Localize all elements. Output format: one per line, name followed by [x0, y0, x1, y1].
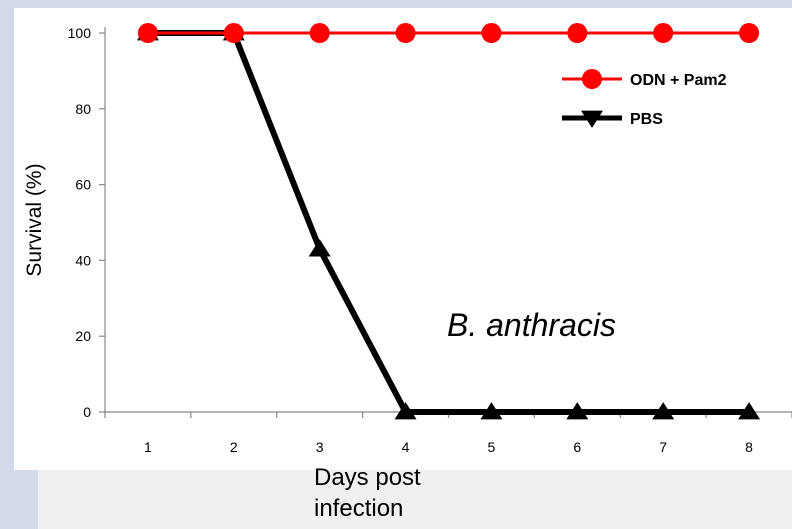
x-tick-label-2: 2 — [230, 439, 238, 455]
point-6 — [566, 402, 589, 420]
y-tick-label-20: 20 — [75, 328, 91, 344]
x-tick-label-6: 6 — [573, 439, 581, 455]
y-tick-label-0: 0 — [83, 404, 91, 420]
bottom-panel — [38, 470, 792, 529]
x-axis-label: Days post infection — [314, 464, 421, 522]
point-5 — [480, 402, 503, 420]
x-tick-label-4: 4 — [402, 439, 410, 455]
series-line — [147, 30, 750, 415]
y-tick-label-100: 100 — [68, 25, 92, 41]
legend-item-pbs: PBS — [562, 110, 663, 128]
series-odn-pam2 — [137, 23, 760, 43]
legend-marker — [582, 69, 602, 89]
x-tick-label-7: 7 — [659, 439, 667, 455]
x-tick-label-3: 3 — [316, 439, 324, 455]
left-strip — [0, 470, 38, 529]
x-tick-label-8: 8 — [745, 439, 753, 455]
point-6 — [567, 23, 588, 43]
point-7 — [652, 402, 675, 420]
point-4 — [394, 402, 417, 420]
point-8 — [739, 23, 760, 43]
y-axis-label: Survival (%) — [23, 163, 46, 276]
plot-panel — [14, 8, 792, 470]
legend-label: PBS — [630, 111, 663, 128]
point-2 — [223, 23, 244, 43]
annotation-b-anthracis: B. anthracis — [447, 307, 616, 343]
legend-item-odn-pam2: ODN + Pam2 — [562, 69, 727, 89]
x-tick-label-1: 1 — [144, 439, 152, 455]
series-layer — [136, 23, 761, 420]
point-1 — [137, 23, 158, 43]
y-tick-label-40: 40 — [75, 252, 91, 268]
x-ticks: 1 2 3 4 5 6 7 8 — [104, 412, 792, 455]
point-7 — [653, 23, 674, 43]
point-5 — [481, 23, 502, 43]
y-tick-label-80: 80 — [75, 101, 91, 117]
legend: ODN + Pam2 PBS — [562, 69, 727, 128]
legend-marker — [581, 110, 603, 128]
legend-label: ODN + Pam2 — [630, 72, 727, 89]
x-tick-label-5: 5 — [488, 439, 496, 455]
y-ticks: 0 20 40 60 80 100 — [68, 25, 105, 420]
point-8 — [738, 402, 761, 420]
point-3 — [309, 23, 330, 43]
point-3 — [308, 239, 331, 257]
y-tick-label-60: 60 — [75, 177, 91, 193]
point-4 — [395, 23, 416, 43]
